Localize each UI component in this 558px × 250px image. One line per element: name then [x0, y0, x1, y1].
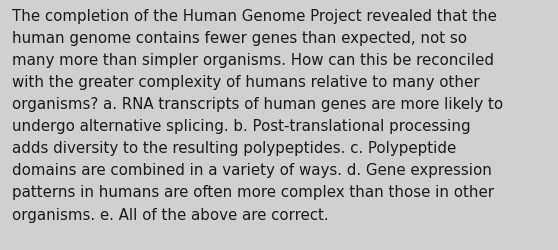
- Text: patterns in humans are often more complex than those in other: patterns in humans are often more comple…: [12, 185, 494, 200]
- Text: organisms. e. All of the above are correct.: organisms. e. All of the above are corre…: [12, 207, 329, 222]
- Text: undergo alternative splicing. b. Post-translational processing: undergo alternative splicing. b. Post-tr…: [12, 119, 471, 134]
- Text: with the greater complexity of humans relative to many other: with the greater complexity of humans re…: [12, 75, 480, 90]
- Text: human genome contains fewer genes than expected, not so: human genome contains fewer genes than e…: [12, 31, 467, 46]
- Text: many more than simpler organisms. How can this be reconciled: many more than simpler organisms. How ca…: [12, 53, 494, 68]
- Text: adds diversity to the resulting polypeptides. c. Polypeptide: adds diversity to the resulting polypept…: [12, 141, 456, 156]
- Text: domains are combined in a variety of ways. d. Gene expression: domains are combined in a variety of way…: [12, 163, 492, 178]
- Text: The completion of the Human Genome Project revealed that the: The completion of the Human Genome Proje…: [12, 9, 497, 24]
- Text: organisms? a. RNA transcripts of human genes are more likely to: organisms? a. RNA transcripts of human g…: [12, 97, 503, 112]
